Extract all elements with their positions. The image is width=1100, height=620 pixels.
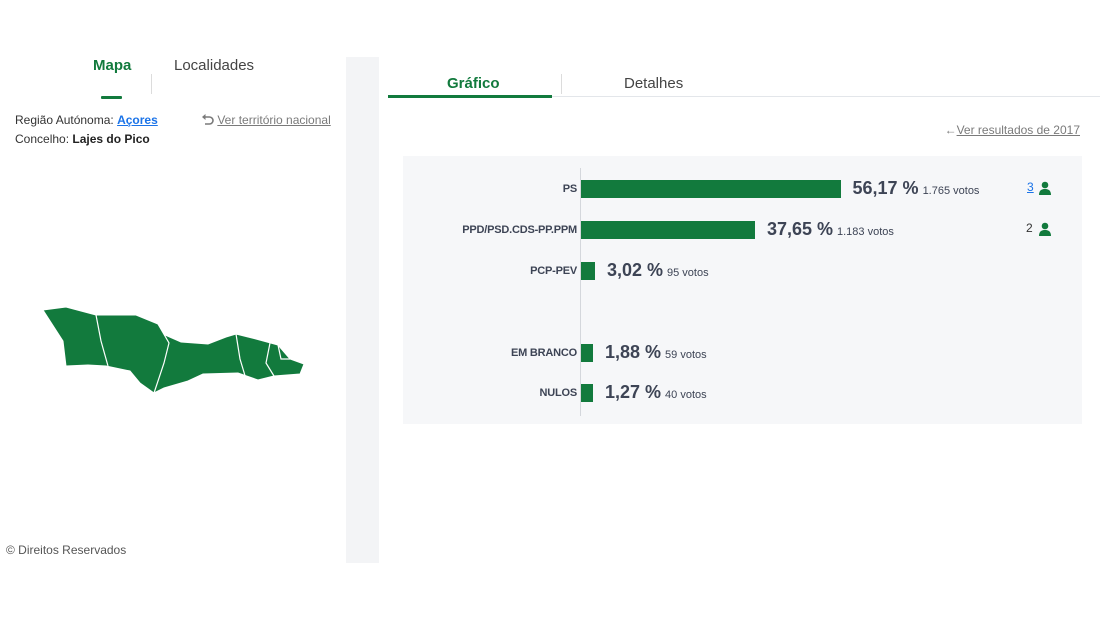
category-label: PPD/PSD.CDS-PP.PPM xyxy=(462,224,577,236)
percentage-label: 37,65 % 1.183 votos xyxy=(766,219,894,239)
bar-pcp[interactable] xyxy=(581,262,595,280)
concelho-line: Concelho: Lajes do Pico xyxy=(15,132,150,146)
bar-branco[interactable] xyxy=(581,344,593,362)
chart-row-ppd: PPD/PSD.CDS-PP.PPM 37,65 % 1.183 votos 2 xyxy=(403,219,1082,241)
map-island-shape[interactable] xyxy=(42,306,305,394)
bar-nulos[interactable] xyxy=(581,384,593,402)
votes-label: 1.183 votos xyxy=(837,226,894,238)
results-bar-chart: PS 56,17 % 1.765 votos 3 PPD/PSD.CDS-PP.PPM 3… xyxy=(403,156,1082,424)
bar-ps[interactable] xyxy=(581,180,841,198)
votes-label: 59 votos xyxy=(665,349,707,361)
tab-detalhes[interactable]: Detalhes xyxy=(624,75,684,92)
panel-divider xyxy=(346,57,379,563)
tab-localidades[interactable]: Localidades xyxy=(174,57,255,74)
region-line: Região Autónoma: Açores xyxy=(15,113,158,127)
category-label: PS xyxy=(562,183,577,195)
map-panel: Mapa Localidades Região Autónoma: Açores… xyxy=(0,57,346,563)
seats-count[interactable]: 3 xyxy=(1027,180,1034,194)
previous-results-link[interactable]: ←Ver resultados de 2017 xyxy=(945,123,1080,137)
region-link[interactable]: Açores xyxy=(117,113,158,127)
percentage-label: 1,88 % 59 votos xyxy=(605,342,707,362)
votes-label: 1.765 votos xyxy=(922,185,980,197)
category-label: NULOS xyxy=(539,387,577,399)
national-territory-link[interactable]: Ver território nacional xyxy=(201,113,331,127)
national-territory-label: Ver território nacional xyxy=(217,113,331,127)
results-tabs: Gráfico Detalhes xyxy=(388,57,1100,99)
concelho-label: Concelho: xyxy=(15,132,70,146)
seats-count: 2 xyxy=(1026,221,1033,235)
chart-axis-line xyxy=(580,168,581,416)
chart-row-branco: EM BRANCO 1,88 % 59 votos xyxy=(403,342,1082,364)
percentage-label: 56,17 % 1.765 votos xyxy=(852,178,980,198)
tabs-baseline xyxy=(388,96,1100,97)
tab-separator xyxy=(561,74,562,94)
active-tab-indicator xyxy=(388,95,552,98)
votes-label: 40 votos xyxy=(665,389,707,401)
category-label: PCP-PEV xyxy=(530,265,577,277)
region-label: Região Autónoma: xyxy=(15,113,114,127)
tab-grafico[interactable]: Gráfico xyxy=(447,75,500,92)
concelho-value: Lajes do Pico xyxy=(72,132,150,146)
tab-mapa[interactable]: Mapa xyxy=(93,57,132,74)
person-icon xyxy=(1039,181,1051,195)
category-label: EM BRANCO xyxy=(510,347,577,359)
bar-ppd[interactable] xyxy=(581,221,755,239)
votes-label: 95 votos xyxy=(666,267,709,279)
undo-icon xyxy=(202,114,214,125)
person-icon xyxy=(1039,222,1051,236)
copyright-notice: © Direitos Reservados xyxy=(6,543,127,557)
tab-separator xyxy=(151,74,152,94)
previous-results-label: Ver resultados de 2017 xyxy=(956,123,1080,137)
percentage-label: 3,02 % 95 votos xyxy=(606,260,709,280)
chart-row-ps: PS 56,17 % 1.765 votos 3 xyxy=(403,178,1082,200)
arrow-left-icon: ← xyxy=(944,123,957,137)
municipality-map[interactable] xyxy=(38,301,308,401)
percentage-label: 1,27 % 40 votos xyxy=(605,382,707,402)
active-tab-indicator xyxy=(101,96,122,99)
chart-row-pcp: PCP-PEV 3,02 % 95 votos xyxy=(403,260,1082,282)
chart-row-nulos: NULOS 1,27 % 40 votos xyxy=(403,382,1082,404)
